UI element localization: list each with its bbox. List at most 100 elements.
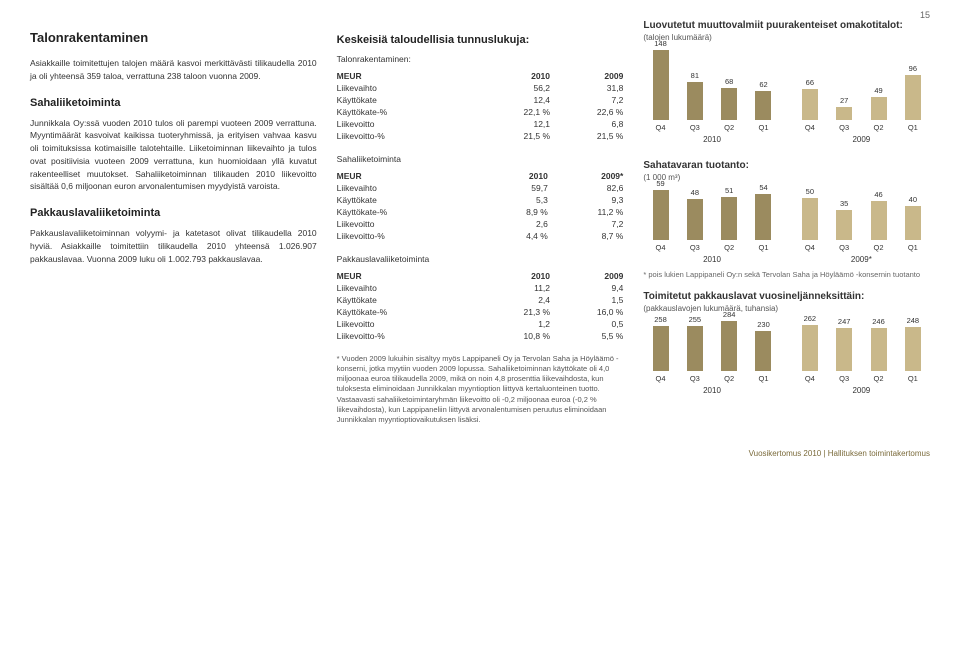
chart-xlabel: Q2 (724, 123, 734, 132)
chart-xlabel: Q3 (839, 374, 849, 383)
chart-bar: 258 (653, 326, 669, 371)
chart-bar: 284 (721, 321, 737, 371)
chart-xlabel: Q1 (908, 374, 918, 383)
table-row: Käyttökate12,47,2 (337, 94, 624, 106)
table-header: MEUR (337, 70, 477, 82)
para-3: Pakkauslavaliiketoiminnan volyymi- ja ka… (30, 227, 317, 265)
chart-xlabel: Q3 (839, 123, 849, 132)
chart-bar: 50 (802, 198, 818, 240)
chart-bar: 81 (687, 82, 703, 120)
chart-bar: 27 (836, 107, 852, 120)
para-1: Asiakkaille toimitettujen talojen määrä … (30, 57, 317, 83)
table-footnote: * Vuoden 2009 lukuihin sisältyy myös Lap… (337, 354, 624, 425)
table-row: Käyttökate-%8,9 %11,2 % (337, 206, 624, 218)
chart-bar: 255 (687, 326, 703, 371)
table-row: Liikevoitto-%4,4 %8,7 % (337, 230, 624, 242)
table-header: 2009 (550, 270, 623, 282)
chart-bar: 148 (653, 50, 669, 120)
table-row: Liikevoitto1,20,5 (337, 318, 624, 330)
chart-2-footnote: * pois lukien Lappipaneli Oy:n sekä Terv… (643, 270, 930, 279)
chart-xlabel: Q2 (874, 123, 884, 132)
chart-year: 2009 (793, 386, 930, 395)
chart-xlabel: Q3 (690, 123, 700, 132)
chart-3: Toimitetut pakkauslavat vuosineljänneksi… (643, 291, 930, 395)
chart-1: Luovutetut muuttovalmiit puurakenteiset … (643, 20, 930, 144)
para-2: Junnikkala Oy:ssä vuoden 2010 tulos oli … (30, 117, 317, 194)
chart-title: Sahatavaran tuotanto: (643, 160, 930, 171)
chart-bar: 262 (802, 325, 818, 371)
subhead-t3: Pakkauslavaliiketoiminta (337, 254, 624, 264)
mid-column: Keskeisiä taloudellisia tunnuslukuja: Ta… (337, 20, 624, 425)
chart-xlabel: Q3 (839, 243, 849, 252)
chart-year: 2010 (643, 135, 780, 144)
table-pakkaus: MEUR20102009Liikevaihto11,29,4Käyttökate… (337, 270, 624, 342)
table-row: Liikevaihto56,231,8 (337, 82, 624, 94)
chart-xlabel: Q4 (805, 243, 815, 252)
chart-xlabel: Q4 (805, 123, 815, 132)
chart-subtitle: (pakkauslavojen lukumäärä, tuhansia) (643, 304, 930, 313)
chart-subtitle: (talojen lukumäärä) (643, 33, 930, 42)
table-talonrakentaminen: MEUR20102009Liikevaihto56,231,8Käyttökat… (337, 70, 624, 142)
table-row: Liikevoitto-%10,8 %5,5 % (337, 330, 624, 342)
chart-year: 2009* (793, 255, 930, 264)
right-column: Luovutetut muuttovalmiit puurakenteiset … (643, 20, 930, 425)
table-header: MEUR (337, 170, 485, 182)
table-header: 2009 (550, 70, 623, 82)
chart-xlabel: Q4 (656, 123, 666, 132)
chart-bar: 48 (687, 199, 703, 240)
chart-bar: 40 (905, 206, 921, 240)
chart-bar: 49 (871, 97, 887, 120)
chart-subtitle: (1 000 m³) (643, 173, 930, 182)
chart-xlabel: Q4 (805, 374, 815, 383)
chart-2: Sahatavaran tuotanto: (1 000 m³) 59 48 51 54 Q… (643, 160, 930, 264)
table-header: 2009* (548, 170, 624, 182)
chart-bar: 247 (836, 328, 852, 371)
chart-xlabel: Q2 (874, 374, 884, 383)
chart-xlabel: Q1 (758, 243, 768, 252)
table-row: Liikevoitto12,16,8 (337, 118, 624, 130)
table-row: Käyttökate-%21,3 %16,0 % (337, 306, 624, 318)
subhead-t2: Sahaliiketoiminta (337, 154, 624, 164)
chart-year: 2009 (793, 135, 930, 144)
chart-bar: 96 (905, 75, 921, 120)
heading-saha: Sahaliiketoiminta (30, 97, 317, 109)
page-number: 15 (920, 10, 930, 20)
chart-year: 2010 (643, 386, 780, 395)
chart-xlabel: Q3 (690, 374, 700, 383)
chart-bar: 54 (755, 194, 771, 240)
table-row: Käyttökate2,41,5 (337, 294, 624, 306)
chart-xlabel: Q2 (724, 374, 734, 383)
table-header: 2010 (477, 70, 550, 82)
heading-tunnusluvut: Keskeisiä taloudellisia tunnuslukuja: (337, 34, 624, 46)
chart-bar: 248 (905, 327, 921, 371)
left-column: Talonrakentaminen Asiakkaille toimitettu… (30, 20, 317, 425)
table-row: Liikevaihto11,29,4 (337, 282, 624, 294)
table-row: Käyttökate5,39,3 (337, 194, 624, 206)
table-row: Liikevaihto59,782,6 (337, 182, 624, 194)
chart-bar: 46 (871, 201, 887, 240)
chart-title: Toimitetut pakkauslavat vuosineljänneksi… (643, 291, 930, 302)
table-row: Käyttökate-%22,1 %22,6 % (337, 106, 624, 118)
chart-bar: 68 (721, 88, 737, 120)
table-row: Liikevoitto2,67,2 (337, 218, 624, 230)
subhead-t1: Talonrakentaminen: (337, 54, 624, 64)
heading-talonrakentaminen: Talonrakentaminen (30, 30, 317, 45)
table-row: Liikevoitto-%21,5 %21,5 % (337, 130, 624, 142)
chart-xlabel: Q2 (874, 243, 884, 252)
chart-xlabel: Q1 (908, 123, 918, 132)
chart-xlabel: Q4 (656, 374, 666, 383)
chart-xlabel: Q1 (908, 243, 918, 252)
chart-bar: 51 (721, 197, 737, 240)
table-header: 2010 (477, 270, 550, 282)
table-header: 2010 (484, 170, 548, 182)
chart-bar: 35 (836, 210, 852, 240)
chart-xlabel: Q4 (656, 243, 666, 252)
chart-xlabel: Q2 (724, 243, 734, 252)
chart-bar: 62 (755, 91, 771, 120)
chart-title: Luovutetut muuttovalmiit puurakenteiset … (643, 20, 930, 31)
chart-bar: 230 (755, 331, 771, 371)
chart-bar: 59 (653, 190, 669, 240)
heading-pakkaus: Pakkauslavaliiketoiminta (30, 207, 317, 219)
chart-xlabel: Q1 (758, 374, 768, 383)
chart-bar: 246 (871, 328, 887, 371)
